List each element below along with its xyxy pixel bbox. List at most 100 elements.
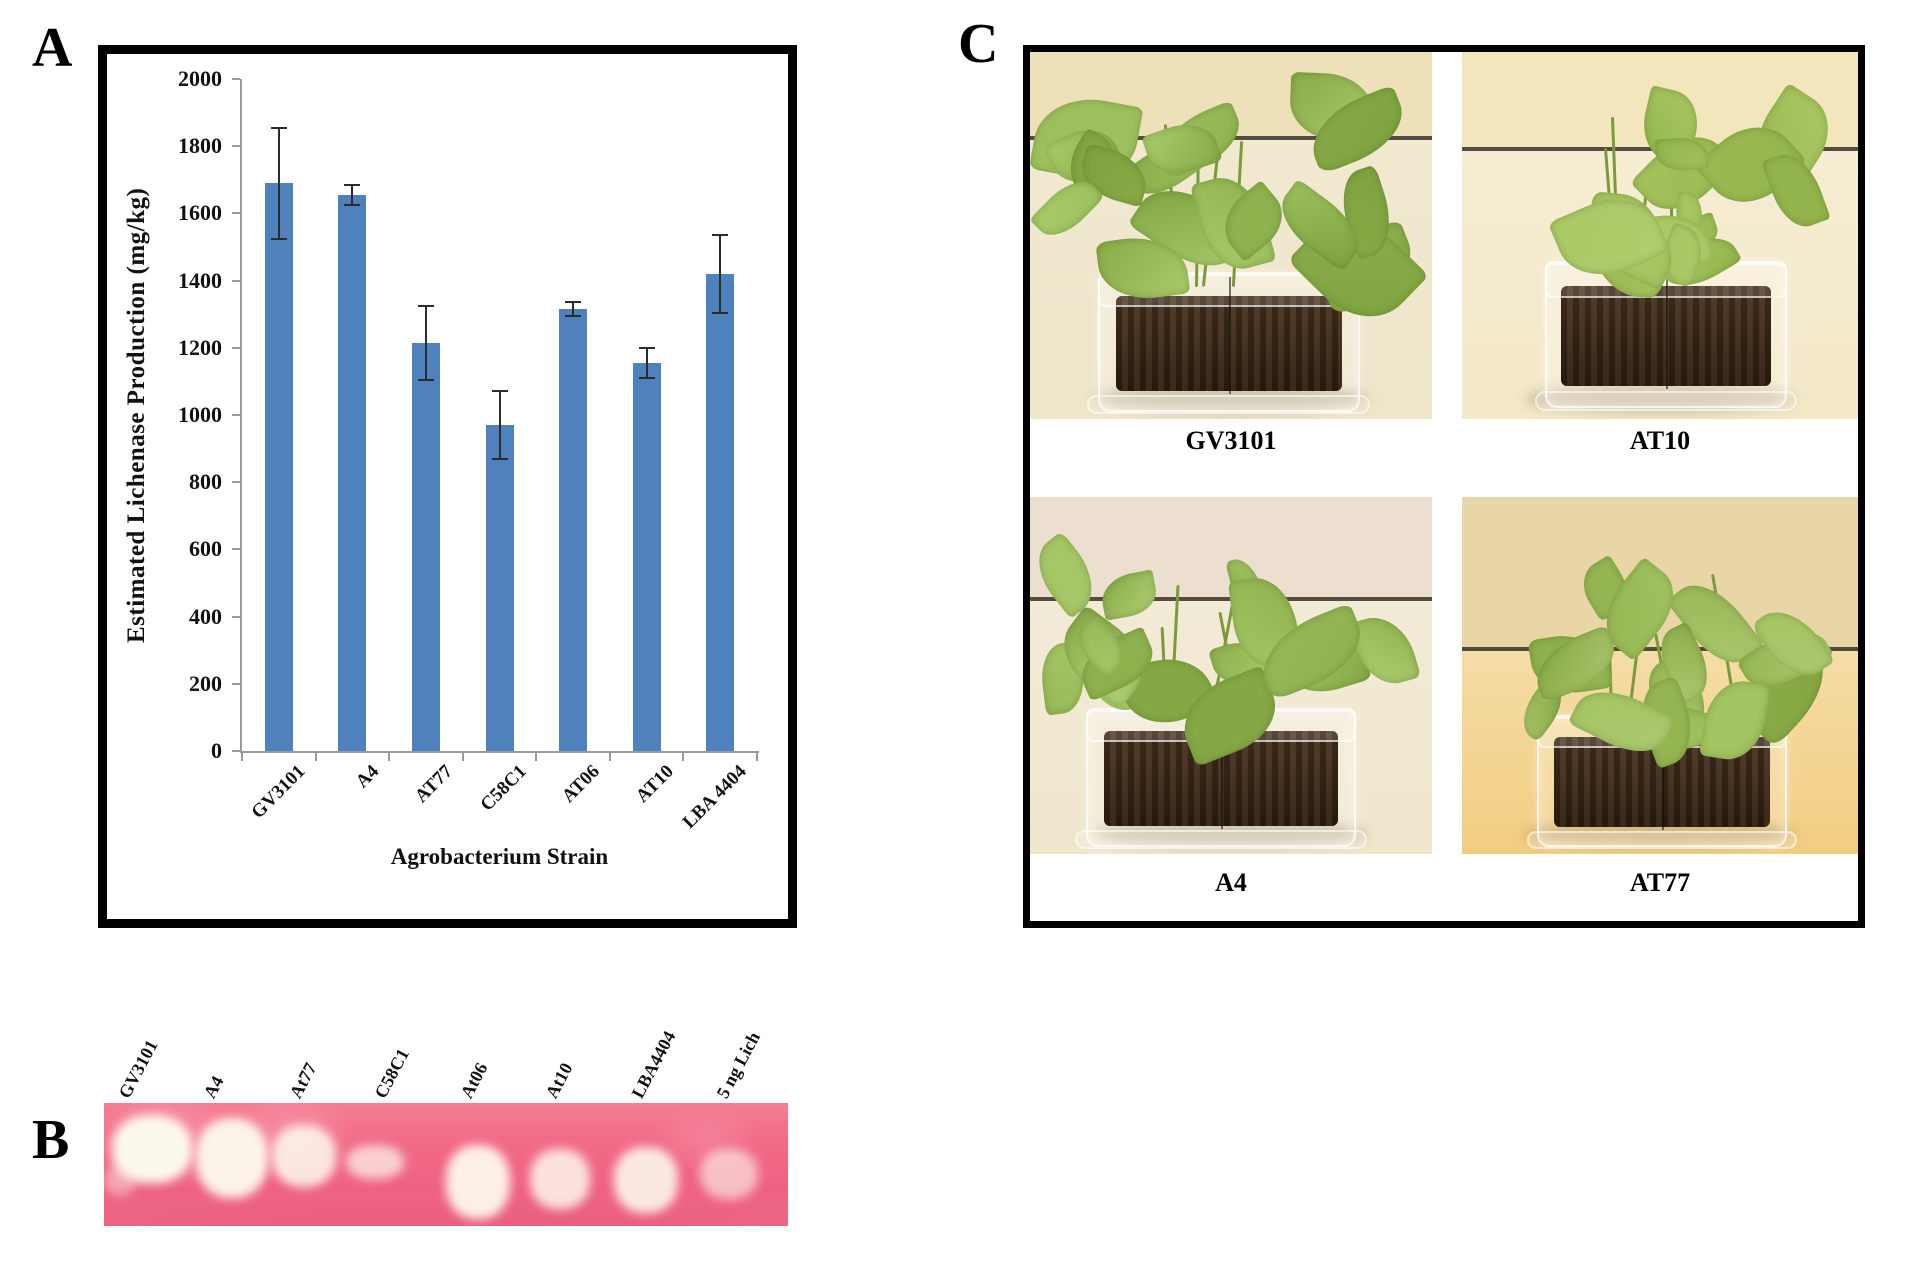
gel-image (104, 1103, 788, 1226)
y-tick-mark (232, 279, 240, 282)
gel-band-at77 (272, 1125, 336, 1187)
error-bar-at77 (424, 305, 427, 380)
x-tick-label-at06: AT06 (557, 761, 604, 807)
error-bar-c58c1 (498, 391, 501, 459)
y-tick-label: 1000 (178, 402, 222, 427)
bar-lba-4404 (706, 273, 735, 751)
error-cap-bottom-a4 (344, 204, 361, 206)
photo-at10 (1462, 52, 1858, 419)
y-tick-mark (232, 346, 240, 349)
x-tick-mark (388, 753, 391, 761)
container-divider (1228, 276, 1231, 394)
gel-lane-label-5-ng-lich: 5 ng Lich (712, 1028, 765, 1102)
y-tick-mark (232, 414, 240, 416)
bar-a4 (338, 194, 367, 751)
x-tick-mark (241, 753, 243, 761)
y-axis-line (240, 79, 242, 753)
error-bar-lba-4404 (719, 235, 722, 313)
y-tick-label: 800 (189, 469, 222, 495)
container-flange (1075, 830, 1367, 850)
bar-at06 (559, 309, 588, 751)
y-tick-label: 1400 (178, 267, 222, 293)
plant-container (1535, 261, 1797, 411)
gel-band-a4 (196, 1118, 268, 1198)
x-tick-label-lba-4404: LBA 4404 (679, 761, 752, 833)
gel-band-5-ng-lich (700, 1149, 758, 1199)
x-tick-mark (756, 753, 758, 761)
y-tick-mark (232, 548, 240, 551)
x-tick-label-gv3101: GV3101 (247, 761, 310, 823)
x-tick-label-c58c1: C58C1 (475, 761, 531, 816)
gel-lane-label-lba4404: LBA4404 (627, 1027, 680, 1102)
x-tick-mark (535, 753, 538, 761)
container-flange (1526, 831, 1798, 850)
x-tick-mark (461, 753, 464, 761)
error-bar-at10 (645, 347, 648, 379)
error-cap-bottom-gv3101 (270, 237, 287, 240)
y-tick-label: 2000 (178, 66, 222, 91)
gel-band-lba4404 (614, 1147, 678, 1213)
plant-foliage (1030, 497, 1432, 854)
gel-lane-label-a4: A4 (199, 1072, 228, 1102)
gel-lane-label-at10: At10 (541, 1059, 577, 1102)
y-tick-label: 1200 (178, 334, 222, 360)
x-tick-label-a4: A4 (351, 761, 384, 793)
gel-band-gv3101 (112, 1115, 192, 1183)
panel-b-label: B (32, 1109, 70, 1171)
photo-caption-at10: AT10 (1629, 426, 1691, 455)
error-cap-top-at06 (565, 301, 582, 304)
x-tick-label-at10: AT10 (631, 761, 678, 807)
plant-foliage (1030, 52, 1432, 419)
error-bar-at06 (572, 302, 575, 316)
x-tick-label-at77: AT77 (410, 761, 457, 807)
container-divider (1220, 712, 1223, 829)
gel-band-tail-gv3101 (104, 1165, 136, 1195)
photo-caption-a4: A4 (1215, 868, 1247, 897)
plant-leaf (1098, 569, 1161, 621)
error-cap-top-lba-4404 (712, 234, 729, 237)
chart-plot-area: 0 200 400 600 800 1000 1200 1400 1600 1800 2000 GV3… (107, 54, 788, 919)
y-tick-label: 400 (189, 603, 222, 629)
y-tick-label: 200 (189, 670, 222, 696)
panel-a-label: A (32, 17, 73, 79)
bar-at77 (411, 342, 440, 751)
gel-band-at06 (446, 1145, 510, 1219)
y-tick-mark (232, 682, 240, 685)
x-axis-title: Agrobacterium Strain (390, 844, 609, 869)
gel-lane-label-c58c1: C58C1 (370, 1045, 414, 1102)
x-tick-mark (314, 753, 317, 761)
y-tick-label: 600 (189, 536, 222, 562)
error-cap-bottom-at10 (638, 377, 655, 380)
panel-c-photos: GV3101 AT10 A4 (1023, 45, 1865, 928)
y-tick-label: 1800 (178, 133, 222, 159)
panel-a-chart: Estimated Lichenase Production (mg/kg) 0… (98, 45, 797, 928)
x-tick-mark (682, 753, 685, 761)
container-divider (1665, 266, 1668, 390)
error-cap-top-c58c1 (491, 390, 508, 393)
photo-at77 (1462, 497, 1858, 854)
y-tick-label: 1600 (178, 200, 222, 226)
y-tick-mark (232, 750, 240, 752)
container-flange (1087, 395, 1371, 415)
photo-a4 (1030, 497, 1432, 854)
gel-lane-label-at06: At06 (456, 1059, 492, 1102)
x-tick-mark (608, 753, 611, 761)
y-tick-label: 0 (211, 738, 222, 763)
error-cap-bottom-c58c1 (491, 457, 508, 460)
error-cap-bottom-lba-4404 (712, 311, 729, 314)
container-divider (1661, 719, 1664, 830)
plant-leaf (1030, 530, 1108, 619)
error-bar-a4 (351, 184, 354, 205)
panel-c-label: C (958, 13, 999, 75)
error-cap-top-at77 (417, 304, 434, 307)
bar-at10 (632, 362, 661, 751)
y-tick-mark (232, 145, 240, 148)
plant-foliage (1462, 497, 1858, 854)
y-tick-mark (232, 78, 240, 80)
y-tick-mark (232, 615, 240, 618)
photo-caption-gv3101: GV3101 (1185, 426, 1277, 455)
gel-band-at10 (530, 1149, 590, 1209)
error-cap-top-gv3101 (270, 126, 287, 129)
gel-band-c58c1 (346, 1145, 404, 1179)
